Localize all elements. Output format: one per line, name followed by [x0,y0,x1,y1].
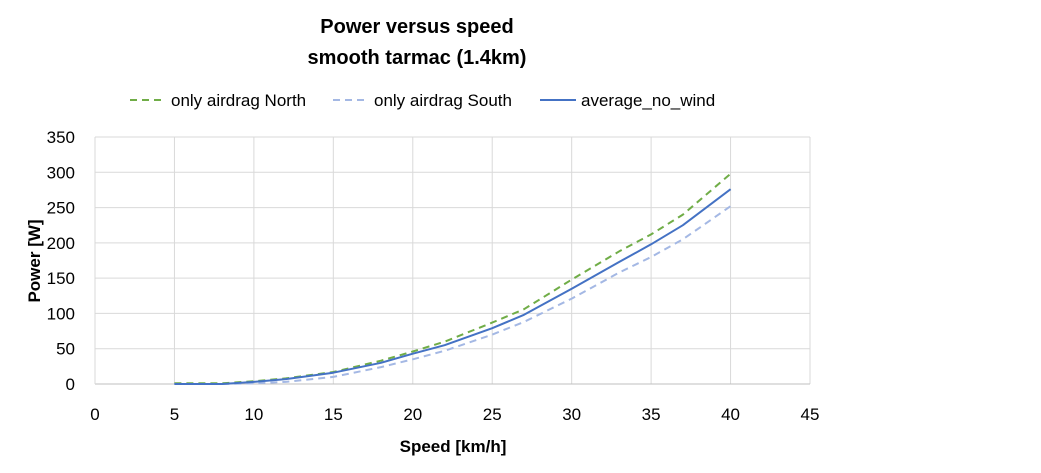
x-tick-label: 35 [642,405,661,424]
x-tick-label: 45 [801,405,820,424]
x-tick-label: 10 [244,405,263,424]
y-tick-label: 150 [47,269,75,288]
y-tick-label: 300 [47,163,75,182]
y-tick-label: 200 [47,234,75,253]
y-tick-label: 0 [66,375,75,394]
series-line-only-airdrag-south [174,205,732,385]
series-line-average-no-wind [174,188,732,385]
chart-subtitle: smooth tarmac (1.4km) [307,47,527,69]
y-tick-label: 250 [47,199,75,218]
x-tick-label: 30 [562,405,581,424]
tick-labels: 0 50 100 150 200 250 300 350 0 5 10 15 20 25 30 35 40 45 [47,128,820,424]
x-tick-label: 40 [721,405,740,424]
legend-label-only-airdrag-south: only airdrag South [374,91,512,110]
x-tick-label: 15 [324,405,343,424]
legend-label-only-airdrag-north: only airdrag North [171,91,306,110]
gridlines [95,136,811,384]
x-tick-label: 20 [403,405,422,424]
y-tick-label: 100 [47,304,75,323]
chart-title: Power versus speed [320,16,514,38]
x-axis-label: Speed [km/h] [400,437,507,456]
legend: only airdrag North only airdrag South aver… [130,91,715,110]
legend-label-average-no-wind: average_no_wind [581,91,715,110]
x-tick-label: 5 [170,405,179,424]
axes [94,137,810,385]
y-tick-label: 350 [47,128,75,147]
y-tick-label: 50 [56,340,75,359]
series-lines [174,172,732,385]
y-axis-label: Power [W] [25,219,44,302]
x-tick-label: 0 [90,405,99,424]
x-tick-label: 25 [483,405,502,424]
